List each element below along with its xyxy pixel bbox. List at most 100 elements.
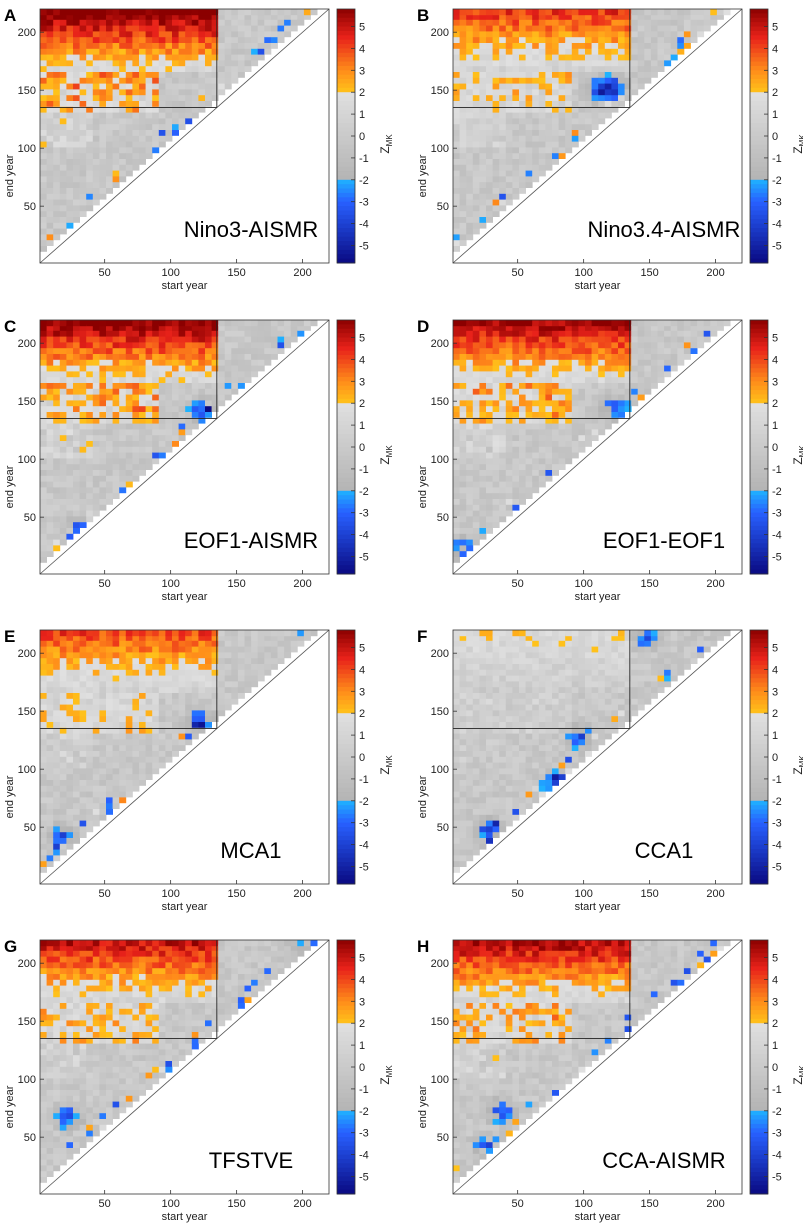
heatmap-cell: [59, 640, 67, 647]
heatmap-cell: [545, 141, 553, 148]
heatmap-cell: [86, 458, 94, 465]
heatmap-cell: [165, 710, 173, 717]
heatmap-cell: [650, 25, 658, 32]
heatmap-cell: [185, 710, 193, 717]
heatmap-cell: [585, 106, 592, 113]
heatmap-cell: [158, 365, 166, 372]
heatmap-cell: [125, 324, 133, 331]
heatmap-cell: [499, 94, 507, 101]
heatmap-cell: [631, 77, 639, 84]
heatmap-cell: [86, 727, 94, 734]
heatmap-cell: [119, 158, 127, 165]
heatmap-cell: [545, 118, 553, 125]
heatmap-cell: [40, 826, 47, 833]
heatmap-cell: [459, 239, 467, 246]
colorbar-segment: [750, 517, 768, 522]
heatmap-cell: [125, 681, 133, 688]
heatmap-cell: [565, 423, 573, 430]
heatmap-cell: [59, 692, 67, 699]
heatmap-cell: [119, 429, 127, 436]
heatmap-cell: [92, 452, 100, 459]
heatmap-cell: [125, 481, 133, 488]
heatmap-cell: [598, 330, 606, 337]
colorbar-segment: [750, 346, 768, 352]
heatmap-cell: [486, 394, 493, 401]
heatmap-cell: [224, 83, 232, 90]
colorbar-tick-label: 1: [772, 109, 778, 121]
heatmap-cell: [86, 181, 94, 188]
heatmap-cell: [92, 353, 100, 360]
heatmap-cell: [66, 791, 74, 798]
heatmap-cell: [211, 353, 219, 360]
heatmap-cell: [538, 112, 546, 119]
heatmap-cell: [237, 19, 245, 26]
heatmap-cell: [538, 141, 546, 148]
colorbar-segment: [750, 416, 768, 422]
heatmap-cell: [578, 365, 586, 372]
heatmap-cell: [571, 135, 579, 142]
heatmap-cell: [205, 330, 212, 337]
heatmap-cell: [99, 54, 107, 61]
heatmap-cell: [46, 768, 54, 775]
heatmap-cell: [231, 382, 239, 389]
x-tick-label: 100: [161, 888, 179, 900]
heatmap-cell: [453, 527, 460, 534]
heatmap-cell: [211, 54, 219, 61]
heatmap-cell: [79, 9, 87, 16]
heatmap-cell: [677, 25, 685, 32]
heatmap-cell: [558, 100, 566, 107]
heatmap-cell: [79, 727, 87, 734]
heatmap-cell: [218, 342, 226, 349]
heatmap-cell: [459, 527, 467, 534]
heatmap-cell: [92, 158, 100, 165]
heatmap-cell: [178, 434, 186, 441]
heatmap-cell: [178, 394, 186, 401]
heatmap-cell: [472, 394, 480, 401]
heatmap-cell: [191, 25, 199, 32]
heatmap-cell: [66, 768, 74, 775]
heatmap-cell: [46, 698, 54, 705]
heatmap-cell: [499, 324, 507, 331]
heatmap-cell: [99, 164, 107, 171]
heatmap-cell: [237, 48, 245, 55]
heatmap-cell: [66, 112, 74, 119]
heatmap-cell: [505, 463, 513, 470]
heatmap-cell: [46, 657, 54, 664]
heatmap-cell: [505, 359, 513, 366]
heatmap-cell: [40, 65, 47, 72]
heatmap-cell: [152, 330, 160, 337]
heatmap-cell: [139, 129, 146, 136]
heatmap-cell: [59, 756, 67, 763]
heatmap-cell: [591, 65, 599, 72]
heatmap-cell: [178, 353, 186, 360]
heatmap-cell: [165, 657, 173, 664]
heatmap-cell: [231, 320, 239, 327]
heatmap-cell: [79, 210, 87, 217]
heatmap-cell: [59, 77, 67, 84]
heatmap-cell: [532, 487, 540, 494]
heatmap-cell: [205, 652, 212, 659]
colorbar-segment: [750, 65, 768, 71]
heatmap-cell: [644, 36, 652, 43]
heatmap-cell: [92, 100, 100, 107]
heatmap-cell: [486, 469, 493, 476]
heatmap-cell: [99, 320, 107, 327]
heatmap-cell: [492, 147, 500, 154]
heatmap-cell: [486, 359, 493, 366]
heatmap-cell: [66, 521, 74, 528]
heatmap-cell: [505, 83, 513, 90]
heatmap-cell: [277, 652, 285, 659]
heatmap-cell: [165, 330, 173, 337]
heatmap-cell: [53, 640, 61, 647]
heatmap-cell: [459, 504, 467, 511]
heatmap-cell: [486, 429, 493, 436]
heatmap-cell: [611, 25, 619, 32]
colorbar-segment: [750, 100, 768, 106]
heatmap-cell: [73, 510, 80, 517]
heatmap-cell: [59, 112, 67, 119]
heatmap-cell: [165, 94, 173, 101]
panel-letter: D: [417, 317, 429, 336]
heatmap-cell: [466, 71, 474, 78]
heatmap-cell: [119, 675, 127, 682]
colorbar-segment: [337, 153, 355, 159]
